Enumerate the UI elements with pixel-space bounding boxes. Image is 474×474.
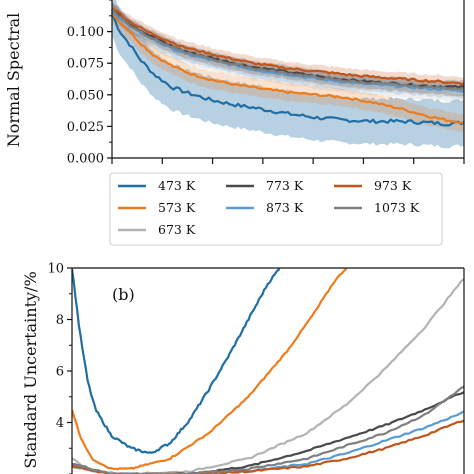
panel-b-ylabel: Standard Uncertainty/% (21, 271, 40, 468)
panel-a-y-tick-label: 0.000 (67, 152, 104, 167)
legend-items: 473 K 773 K 973 K 573 K 873 K 1073 K 673 K (118, 178, 420, 237)
panel-a-lines (110, 7, 464, 127)
panel-b-lines (72, 267, 464, 474)
panel-a: 0.000 0.025 0.050 0.075 0.100 Normal Spectra… (4, 0, 465, 167)
panel-b-line-473k (72, 268, 281, 454)
legend-label: 573 K (158, 200, 196, 215)
legend-frame (109, 172, 443, 246)
panel-b: 4 6 8 10 Standard Uncertainty/% (b) (21, 262, 465, 474)
panel-a-line-673k (111, 8, 464, 97)
panel-a-line-1073k (111, 8, 464, 91)
legend-label: 773 K (266, 178, 304, 193)
panel-b-line-573k (72, 267, 348, 471)
panel-a-line-573k (111, 12, 464, 125)
panel-a-axes: 0.000 0.025 0.050 0.075 0.100 (67, 0, 465, 167)
legend-label: 473 K (158, 178, 196, 193)
panel-b-axes: 4 6 8 10 (47, 262, 465, 474)
panel-a-line-973k (111, 7, 464, 86)
legend-label: 1073 K (374, 200, 420, 215)
panel-a-band-573k (112, 4, 464, 132)
panel-b-y-tick-label: 6 (56, 365, 64, 380)
panel-a-band-473k (112, 0, 464, 149)
panel-a-y-tick-label: 0.025 (67, 120, 104, 135)
panel-a-y-tick-label: 0.075 (67, 57, 104, 72)
panel-a-ylabel: Normal Spectral (4, 13, 23, 148)
panel-b-annotation: (b) (112, 285, 135, 304)
panel-a-y-tick-label: 0.050 (67, 88, 104, 103)
panel-b-line-773k (72, 391, 464, 474)
panel-b-line-673k (72, 278, 464, 474)
legend: 473 K 773 K 973 K 573 K 873 K 1073 K 673 K (109, 172, 443, 246)
panel-b-y-tick-label: 4 (56, 416, 64, 431)
panel-b-line-1073k (72, 385, 464, 474)
panel-a-line-473k (110, 12, 464, 127)
panel-b-y-tick-label: 8 (56, 313, 64, 328)
legend-label: 973 K (374, 178, 412, 193)
legend-label: 673 K (158, 222, 196, 237)
panel-b-y-tick-label: 10 (47, 262, 64, 277)
panel-a-y-tick-label: 0.100 (67, 25, 104, 40)
legend-label: 873 K (266, 200, 304, 215)
